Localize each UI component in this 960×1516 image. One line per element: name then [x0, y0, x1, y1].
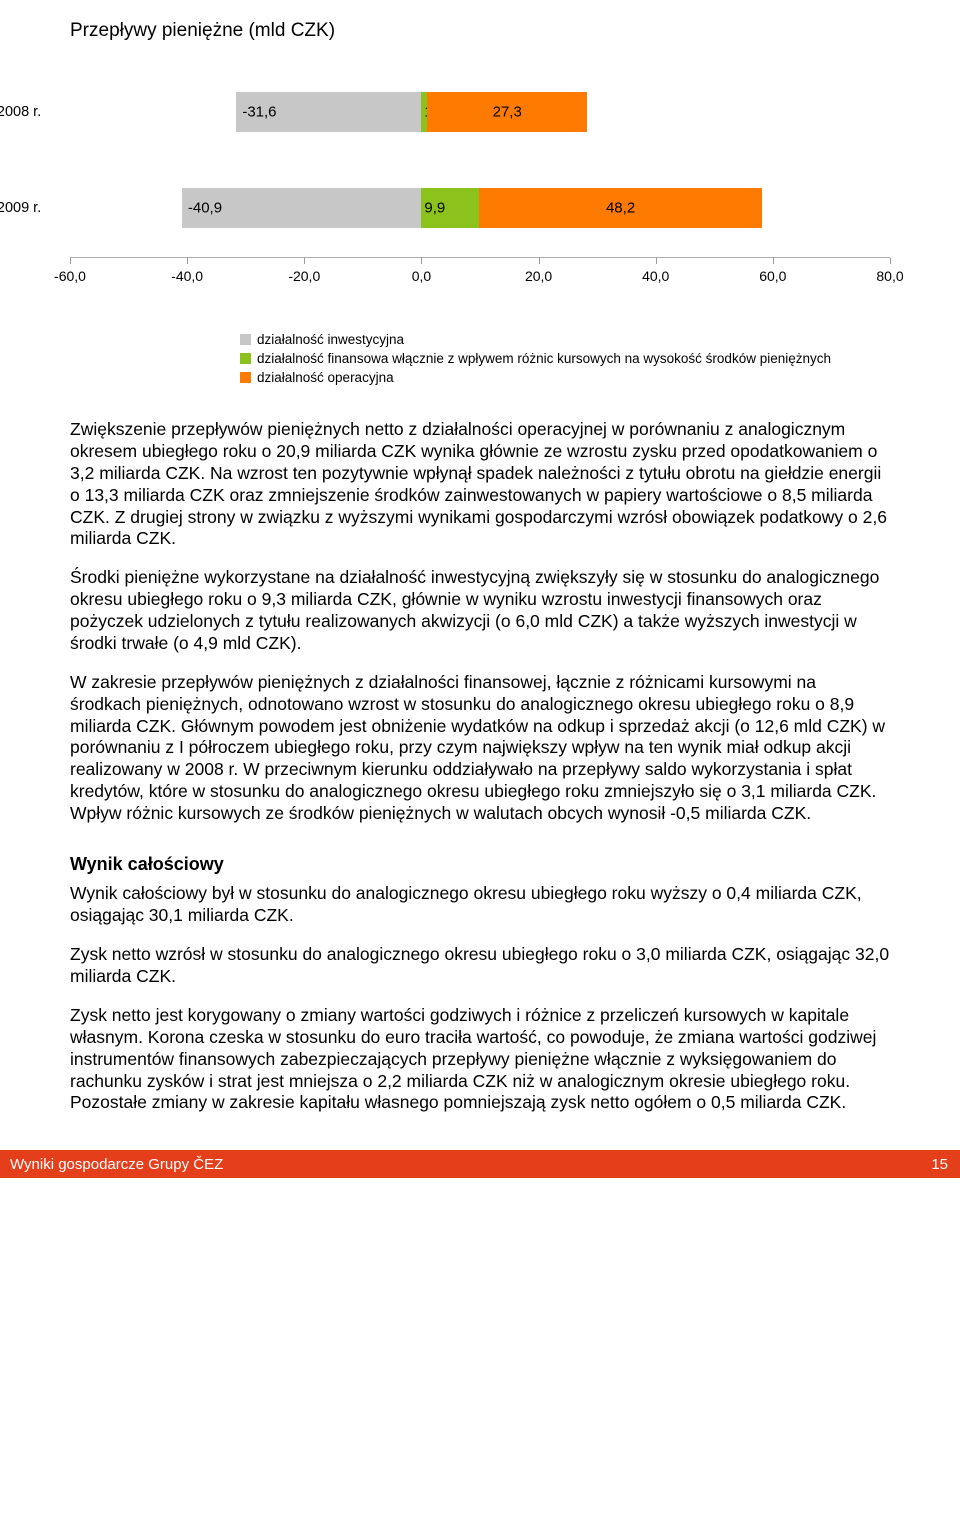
- axis-tick-label: 20,0: [525, 268, 552, 284]
- paragraph-2: Środki pieniężne wykorzystane na działal…: [70, 567, 890, 655]
- bar-seg-operating: 27,3: [427, 92, 587, 132]
- bar-seg-investing: -40,9: [182, 188, 422, 228]
- bar-row-label: I półrocze 2009 r.: [0, 200, 60, 216]
- bar-row-label: I półrocze 2008 r.: [0, 104, 60, 120]
- legend-label: działalność finansowa włącznie z wpływem…: [257, 351, 831, 366]
- bar-value-label: -40,9: [188, 200, 222, 217]
- bar-value-label: 48,2: [606, 200, 635, 217]
- chart-title: Przepływy pieniężne (mld CZK): [70, 20, 890, 42]
- axis-tick-label: -20,0: [288, 268, 320, 284]
- axis-tick-label: 0,0: [412, 268, 431, 284]
- bar-value-label: 9,9: [424, 200, 445, 217]
- legend-label: działalność operacyjna: [257, 370, 394, 385]
- paragraph-1: Zwiększenie przepływów pieniężnych netto…: [70, 419, 890, 550]
- legend-item: działalność inwestycyjna: [240, 332, 890, 347]
- bar-row: I półrocze 2008 r.-31,61,027,3: [70, 92, 890, 132]
- paragraph-5: Zysk netto wzrósł w stosunku do analogic…: [70, 944, 890, 988]
- axis-tick-label: 40,0: [642, 268, 669, 284]
- axis-tick-label: -60,0: [54, 268, 86, 284]
- bar-seg-financing: 9,9: [421, 188, 479, 228]
- paragraph-6: Zysk netto jest korygowany o zmiany wart…: [70, 1005, 890, 1114]
- bar-value-label: -31,6: [242, 104, 276, 121]
- footer-page-number: 15: [931, 1156, 948, 1173]
- chart-legend: działalność inwestycyjna działalność fina…: [240, 332, 890, 385]
- bar-seg-investing: -31,6: [236, 92, 421, 132]
- bar-seg-operating: 48,2: [479, 188, 761, 228]
- legend-item: działalność finansowa włącznie z wpływem…: [240, 351, 890, 366]
- cashflow-chart: -60,0-40,0-20,00,020,040,060,080,0I półr…: [70, 80, 890, 310]
- footer-bar: Wyniki gospodarcze Grupy ČEZ 15: [0, 1150, 960, 1178]
- bar-row: I półrocze 2009 r.-40,99,948,2: [70, 188, 890, 228]
- axis-tick-label: 80,0: [876, 268, 903, 284]
- legend-swatch: [240, 353, 251, 364]
- paragraph-3: W zakresie przepływów pieniężnych z dzia…: [70, 672, 890, 825]
- legend-swatch: [240, 372, 251, 383]
- legend-item: działalność operacyjna: [240, 370, 890, 385]
- axis-tick-label: 60,0: [759, 268, 786, 284]
- axis-tick-label: -40,0: [171, 268, 203, 284]
- section-heading: Wynik całościowy: [70, 853, 890, 876]
- legend-label: działalność inwestycyjna: [257, 332, 404, 347]
- legend-swatch: [240, 334, 251, 345]
- footer-left: Wyniki gospodarcze Grupy ČEZ: [10, 1156, 223, 1173]
- bar-value-label: 27,3: [493, 104, 522, 121]
- paragraph-4: Wynik całościowy był w stosunku do analo…: [70, 883, 890, 927]
